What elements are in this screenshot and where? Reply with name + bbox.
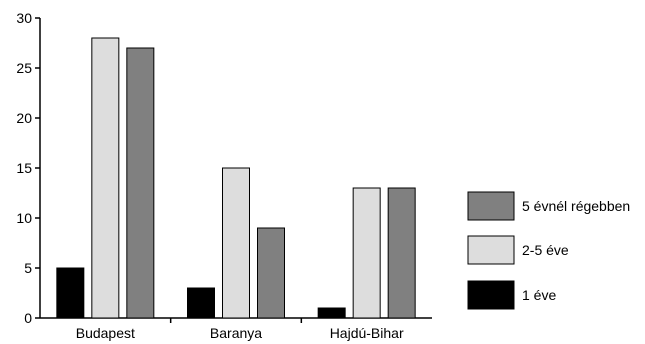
- y-tick-label: 25: [16, 60, 32, 76]
- bar: [352, 187, 381, 319]
- y-tick-label: 20: [16, 110, 32, 126]
- x-category-label: Budapest: [76, 325, 135, 341]
- bar: [257, 227, 285, 319]
- bar: [91, 37, 120, 319]
- y-tick-label: 5: [24, 260, 32, 276]
- axes: 0 5 10 15 20 25 30 Budapest Baranya Hajdú-Bihar: [16, 10, 432, 341]
- bar: [187, 287, 215, 319]
- legend: 5 évnél régebben 2-5 éve 1 éve: [467, 191, 630, 310]
- bar: [387, 187, 416, 319]
- y-tick-label: 10: [16, 210, 32, 226]
- y-tick-label: 15: [16, 160, 32, 176]
- bar: [126, 47, 155, 319]
- legend-swatch: [467, 191, 515, 221]
- y-tick-label: 30: [16, 10, 32, 26]
- bar: [317, 307, 346, 319]
- bar: [222, 167, 250, 319]
- legend-label: 2-5 éve: [522, 242, 569, 258]
- bars: [56, 37, 416, 319]
- bar: [56, 267, 85, 319]
- legend-label: 5 évnél régebben: [522, 198, 630, 214]
- x-category-label: Hajdú-Bihar: [330, 325, 404, 341]
- legend-label: 1 éve: [522, 287, 556, 303]
- x-category-label: Baranya: [210, 325, 262, 341]
- y-tick-label: 0: [24, 310, 32, 326]
- legend-swatch: [467, 280, 515, 310]
- legend-swatch: [467, 235, 515, 265]
